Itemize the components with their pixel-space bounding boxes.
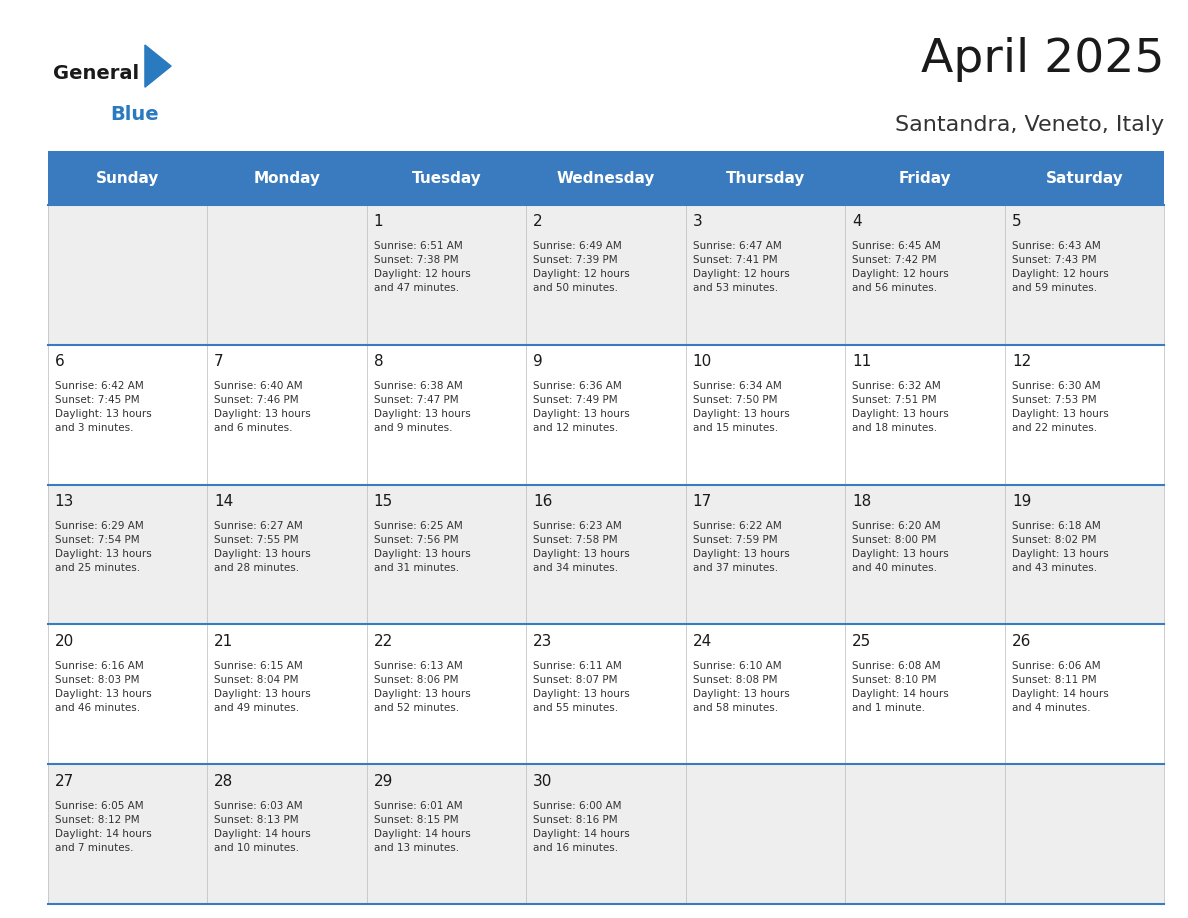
Bar <box>48 205 1164 344</box>
Bar <box>48 765 1164 904</box>
Text: 3: 3 <box>693 214 702 229</box>
Text: Sunrise: 6:47 AM
Sunset: 7:41 PM
Daylight: 12 hours
and 53 minutes.: Sunrise: 6:47 AM Sunset: 7:41 PM Dayligh… <box>693 241 790 294</box>
Text: Sunrise: 6:42 AM
Sunset: 7:45 PM
Daylight: 13 hours
and 3 minutes.: Sunrise: 6:42 AM Sunset: 7:45 PM Dayligh… <box>55 381 151 433</box>
Text: 2: 2 <box>533 214 543 229</box>
Text: 14: 14 <box>214 494 233 509</box>
Text: 30: 30 <box>533 774 552 789</box>
Text: 5: 5 <box>1012 214 1022 229</box>
Bar <box>48 344 1164 485</box>
Text: 28: 28 <box>214 774 233 789</box>
Text: Sunrise: 6:20 AM
Sunset: 8:00 PM
Daylight: 13 hours
and 40 minutes.: Sunrise: 6:20 AM Sunset: 8:00 PM Dayligh… <box>852 521 949 573</box>
Text: Sunrise: 6:16 AM
Sunset: 8:03 PM
Daylight: 13 hours
and 46 minutes.: Sunrise: 6:16 AM Sunset: 8:03 PM Dayligh… <box>55 661 151 713</box>
Text: Sunrise: 6:11 AM
Sunset: 8:07 PM
Daylight: 13 hours
and 55 minutes.: Sunrise: 6:11 AM Sunset: 8:07 PM Dayligh… <box>533 661 630 713</box>
Text: Tuesday: Tuesday <box>411 171 481 185</box>
Text: 18: 18 <box>852 494 872 509</box>
Text: Wednesday: Wednesday <box>557 171 655 185</box>
Text: 27: 27 <box>55 774 74 789</box>
Polygon shape <box>145 45 171 87</box>
Bar <box>48 151 1164 205</box>
Text: Sunrise: 6:34 AM
Sunset: 7:50 PM
Daylight: 13 hours
and 15 minutes.: Sunrise: 6:34 AM Sunset: 7:50 PM Dayligh… <box>693 381 790 433</box>
Text: Santandra, Veneto, Italy: Santandra, Veneto, Italy <box>895 115 1164 135</box>
Text: Sunrise: 6:15 AM
Sunset: 8:04 PM
Daylight: 13 hours
and 49 minutes.: Sunrise: 6:15 AM Sunset: 8:04 PM Dayligh… <box>214 661 311 713</box>
Text: 21: 21 <box>214 633 233 649</box>
Text: Sunrise: 6:30 AM
Sunset: 7:53 PM
Daylight: 13 hours
and 22 minutes.: Sunrise: 6:30 AM Sunset: 7:53 PM Dayligh… <box>1012 381 1108 433</box>
Text: Sunrise: 6:05 AM
Sunset: 8:12 PM
Daylight: 14 hours
and 7 minutes.: Sunrise: 6:05 AM Sunset: 8:12 PM Dayligh… <box>55 801 151 853</box>
Text: Sunrise: 6:01 AM
Sunset: 8:15 PM
Daylight: 14 hours
and 13 minutes.: Sunrise: 6:01 AM Sunset: 8:15 PM Dayligh… <box>374 801 470 853</box>
Text: 8: 8 <box>374 353 384 369</box>
Text: 16: 16 <box>533 494 552 509</box>
Text: 11: 11 <box>852 353 872 369</box>
Text: Sunrise: 6:27 AM
Sunset: 7:55 PM
Daylight: 13 hours
and 28 minutes.: Sunrise: 6:27 AM Sunset: 7:55 PM Dayligh… <box>214 521 311 573</box>
Text: 12: 12 <box>1012 353 1031 369</box>
Text: Sunrise: 6:38 AM
Sunset: 7:47 PM
Daylight: 13 hours
and 9 minutes.: Sunrise: 6:38 AM Sunset: 7:47 PM Dayligh… <box>374 381 470 433</box>
Text: General: General <box>53 63 139 83</box>
Text: 25: 25 <box>852 633 872 649</box>
Text: Sunrise: 6:32 AM
Sunset: 7:51 PM
Daylight: 13 hours
and 18 minutes.: Sunrise: 6:32 AM Sunset: 7:51 PM Dayligh… <box>852 381 949 433</box>
Text: 9: 9 <box>533 353 543 369</box>
Text: Sunrise: 6:00 AM
Sunset: 8:16 PM
Daylight: 14 hours
and 16 minutes.: Sunrise: 6:00 AM Sunset: 8:16 PM Dayligh… <box>533 801 630 853</box>
Text: Sunrise: 6:03 AM
Sunset: 8:13 PM
Daylight: 14 hours
and 10 minutes.: Sunrise: 6:03 AM Sunset: 8:13 PM Dayligh… <box>214 801 311 853</box>
Text: Saturday: Saturday <box>1045 171 1124 185</box>
Text: Sunrise: 6:06 AM
Sunset: 8:11 PM
Daylight: 14 hours
and 4 minutes.: Sunrise: 6:06 AM Sunset: 8:11 PM Dayligh… <box>1012 661 1108 713</box>
Text: Sunrise: 6:22 AM
Sunset: 7:59 PM
Daylight: 13 hours
and 37 minutes.: Sunrise: 6:22 AM Sunset: 7:59 PM Dayligh… <box>693 521 790 573</box>
Text: 22: 22 <box>374 633 393 649</box>
Text: Sunrise: 6:45 AM
Sunset: 7:42 PM
Daylight: 12 hours
and 56 minutes.: Sunrise: 6:45 AM Sunset: 7:42 PM Dayligh… <box>852 241 949 294</box>
Text: Sunrise: 6:18 AM
Sunset: 8:02 PM
Daylight: 13 hours
and 43 minutes.: Sunrise: 6:18 AM Sunset: 8:02 PM Dayligh… <box>1012 521 1108 573</box>
Text: 4: 4 <box>852 214 862 229</box>
Bar <box>48 624 1164 765</box>
Text: April 2025: April 2025 <box>921 37 1164 82</box>
Text: 23: 23 <box>533 633 552 649</box>
Text: Monday: Monday <box>253 171 321 185</box>
Text: Sunrise: 6:25 AM
Sunset: 7:56 PM
Daylight: 13 hours
and 31 minutes.: Sunrise: 6:25 AM Sunset: 7:56 PM Dayligh… <box>374 521 470 573</box>
Text: 15: 15 <box>374 494 393 509</box>
Text: Thursday: Thursday <box>726 171 805 185</box>
Text: Sunrise: 6:43 AM
Sunset: 7:43 PM
Daylight: 12 hours
and 59 minutes.: Sunrise: 6:43 AM Sunset: 7:43 PM Dayligh… <box>1012 241 1108 294</box>
Text: 1: 1 <box>374 214 384 229</box>
Text: Sunrise: 6:36 AM
Sunset: 7:49 PM
Daylight: 13 hours
and 12 minutes.: Sunrise: 6:36 AM Sunset: 7:49 PM Dayligh… <box>533 381 630 433</box>
Text: Blue: Blue <box>110 105 159 124</box>
Text: Sunrise: 6:49 AM
Sunset: 7:39 PM
Daylight: 12 hours
and 50 minutes.: Sunrise: 6:49 AM Sunset: 7:39 PM Dayligh… <box>533 241 630 294</box>
Text: 24: 24 <box>693 633 712 649</box>
Text: 20: 20 <box>55 633 74 649</box>
Text: 10: 10 <box>693 353 712 369</box>
Text: Sunday: Sunday <box>95 171 159 185</box>
Text: 6: 6 <box>55 353 64 369</box>
Text: Sunrise: 6:10 AM
Sunset: 8:08 PM
Daylight: 13 hours
and 58 minutes.: Sunrise: 6:10 AM Sunset: 8:08 PM Dayligh… <box>693 661 790 713</box>
Text: Sunrise: 6:08 AM
Sunset: 8:10 PM
Daylight: 14 hours
and 1 minute.: Sunrise: 6:08 AM Sunset: 8:10 PM Dayligh… <box>852 661 949 713</box>
Text: Sunrise: 6:13 AM
Sunset: 8:06 PM
Daylight: 13 hours
and 52 minutes.: Sunrise: 6:13 AM Sunset: 8:06 PM Dayligh… <box>374 661 470 713</box>
Text: Sunrise: 6:51 AM
Sunset: 7:38 PM
Daylight: 12 hours
and 47 minutes.: Sunrise: 6:51 AM Sunset: 7:38 PM Dayligh… <box>374 241 470 294</box>
Bar <box>48 485 1164 624</box>
Text: 19: 19 <box>1012 494 1031 509</box>
Text: Sunrise: 6:29 AM
Sunset: 7:54 PM
Daylight: 13 hours
and 25 minutes.: Sunrise: 6:29 AM Sunset: 7:54 PM Dayligh… <box>55 521 151 573</box>
Text: Sunrise: 6:23 AM
Sunset: 7:58 PM
Daylight: 13 hours
and 34 minutes.: Sunrise: 6:23 AM Sunset: 7:58 PM Dayligh… <box>533 521 630 573</box>
Text: 7: 7 <box>214 353 223 369</box>
Text: 26: 26 <box>1012 633 1031 649</box>
Text: Friday: Friday <box>898 171 952 185</box>
Text: Sunrise: 6:40 AM
Sunset: 7:46 PM
Daylight: 13 hours
and 6 minutes.: Sunrise: 6:40 AM Sunset: 7:46 PM Dayligh… <box>214 381 311 433</box>
Text: 13: 13 <box>55 494 74 509</box>
Text: 29: 29 <box>374 774 393 789</box>
Text: 17: 17 <box>693 494 712 509</box>
